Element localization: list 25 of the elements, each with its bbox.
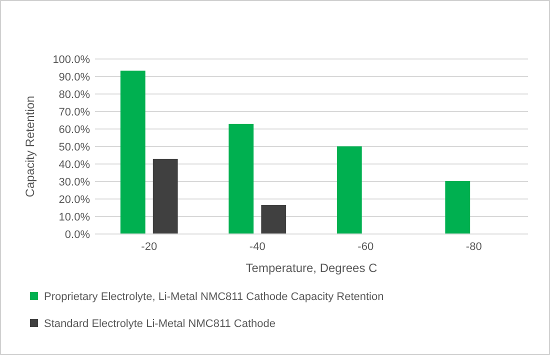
y-tick-label: 40.0% — [58, 158, 90, 171]
x-tick-label: -40 — [249, 241, 266, 253]
y-axis-title: Capacity Retention — [23, 96, 37, 198]
bar — [336, 146, 362, 234]
y-tick-label: 100.0% — [52, 54, 90, 66]
bar — [152, 158, 178, 234]
y-tick-label: 80.0% — [58, 88, 90, 101]
x-tick-label: -20 — [141, 241, 158, 253]
legend-label: Proprietary Electrolyte, Li-Metal NMC811 Cathode Capacity Retention — [44, 290, 384, 303]
x-axis-title: Temperature, Degrees C — [246, 261, 378, 275]
bar — [261, 204, 286, 234]
x-tick-label: -80 — [466, 241, 482, 253]
bar — [445, 180, 470, 234]
legend-label: Standard Electrolyte Li-Metal NMC811 Cathode — [44, 318, 276, 330]
y-tick-label: 20.0% — [58, 194, 90, 206]
y-tick-label: 10.0% — [58, 211, 90, 224]
bar — [120, 70, 146, 234]
y-tick-label: 30.0% — [58, 176, 90, 188]
y-tick-label: 60.0% — [58, 124, 90, 136]
y-tick-label: 0.0% — [64, 228, 90, 241]
bar — [228, 124, 254, 234]
y-tick-label: 50.0% — [58, 141, 90, 154]
y-tick-label: 90.0% — [58, 71, 90, 84]
y-tick-label: 70.0% — [58, 106, 90, 118]
x-tick-label: -60 — [358, 241, 374, 253]
